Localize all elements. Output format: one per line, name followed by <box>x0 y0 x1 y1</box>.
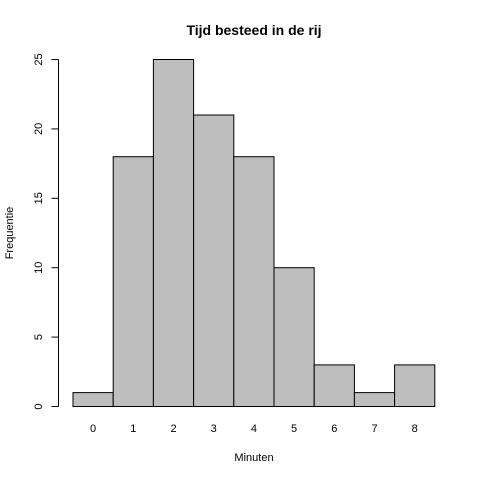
x-tick-label: 6 <box>331 423 337 435</box>
bar-0 <box>72 392 114 408</box>
y-tick-label: 15 <box>33 192 45 204</box>
x-tick-label: 2 <box>170 423 176 435</box>
bars-group <box>72 59 436 408</box>
x-tick-label: 5 <box>291 423 297 435</box>
bar-1 <box>112 156 154 407</box>
y-axis-label: Frequentie <box>4 207 16 260</box>
y-tick-label: 0 <box>33 403 45 409</box>
x-axis-label: Minuten <box>234 452 273 464</box>
y-tick-label: 10 <box>33 262 45 274</box>
x-tick-label: 1 <box>130 423 136 435</box>
x-tick-label: 8 <box>412 423 418 435</box>
bar-7 <box>353 392 396 408</box>
x-tick-label: 3 <box>211 423 217 435</box>
bar-6 <box>313 364 355 407</box>
y-tick-label: 5 <box>33 334 45 340</box>
bar-5 <box>273 267 315 408</box>
bar-8 <box>394 364 436 407</box>
y-tick-label: 20 <box>33 123 45 135</box>
y-tick-label: 25 <box>33 53 45 65</box>
bar-4 <box>233 156 275 407</box>
bar-2 <box>152 59 195 407</box>
chart-title: Tijd besteed in de rij <box>186 22 321 38</box>
x-tick-label: 4 <box>251 423 257 435</box>
y-axis: 0 5 10 15 20 25 <box>33 53 59 410</box>
x-tick-labels: 0 1 2 3 4 5 6 7 8 <box>90 423 418 435</box>
bar-3 <box>193 114 235 407</box>
x-tick-label: 0 <box>90 423 96 435</box>
x-tick-label: 7 <box>371 423 377 435</box>
